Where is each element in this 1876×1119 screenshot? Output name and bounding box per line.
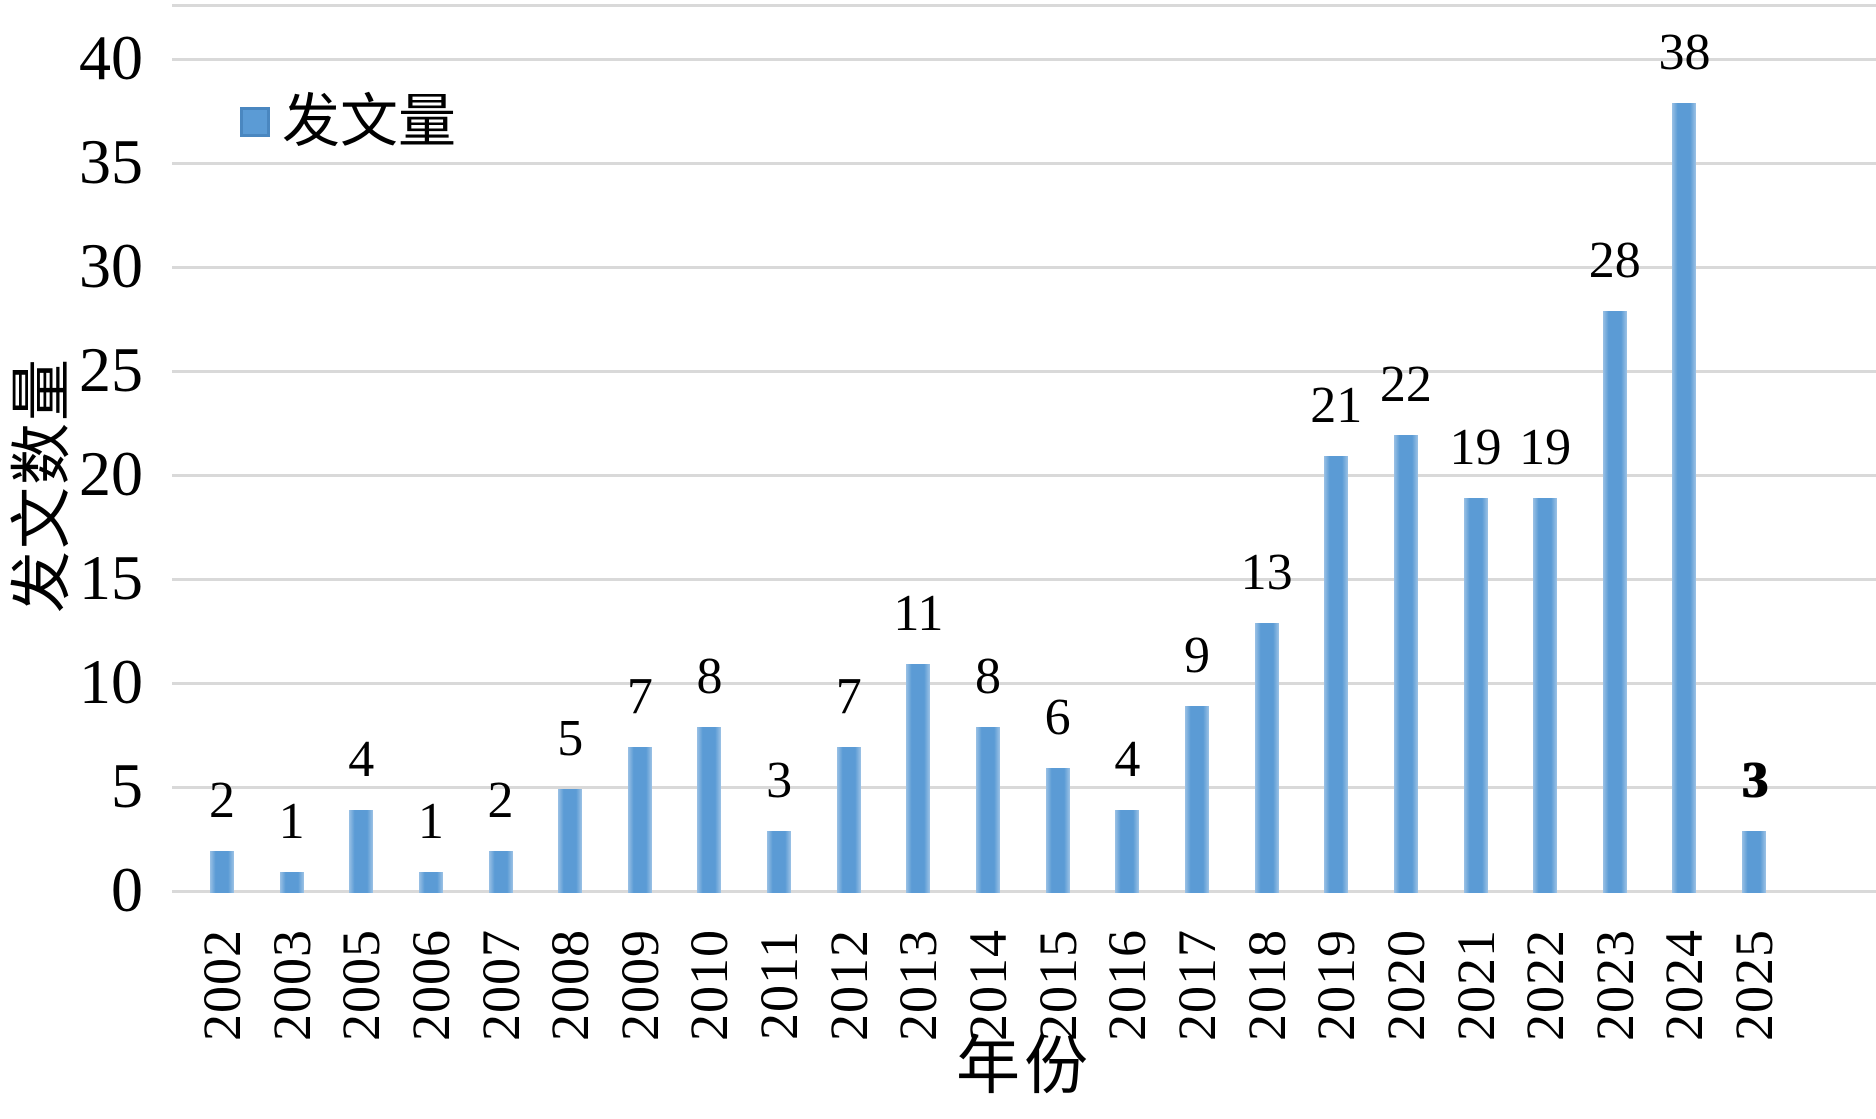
bar-value-label: 3: [766, 751, 793, 809]
bar: [210, 851, 234, 893]
bar: [1184, 705, 1209, 893]
y-tick-label: 40: [79, 22, 143, 93]
bar: [767, 830, 792, 893]
bar-value-label: 21: [1310, 377, 1363, 435]
bar: [836, 747, 861, 893]
bar: [418, 872, 443, 893]
bar-value-label: 11: [893, 585, 944, 643]
bar-value-label: 1: [278, 793, 305, 851]
y-tick-label: 25: [79, 334, 143, 405]
gridline: [172, 370, 1876, 373]
gridline: [172, 162, 1876, 165]
bar: [488, 851, 513, 893]
bar: [697, 726, 722, 893]
bar: [1602, 310, 1627, 893]
y-tick-label: 5: [111, 750, 143, 821]
bar-value-label: 13: [1240, 543, 1293, 601]
y-tick-label: 30: [79, 230, 143, 301]
bar-value-label: 6: [1044, 689, 1071, 747]
bar: [906, 664, 931, 893]
gridline: [172, 58, 1876, 61]
bar: [1324, 456, 1349, 893]
bar-value-label: 7: [835, 668, 862, 726]
y-tick-label: 0: [111, 854, 143, 925]
x-axis-title: 年份: [956, 1031, 1092, 1102]
bar-value-label: 19: [1519, 418, 1572, 476]
bar-value-label: 28: [1588, 231, 1641, 289]
bar-value-label: 3: [1741, 751, 1768, 809]
bar: [1742, 830, 1767, 893]
bar: [627, 747, 652, 893]
y-tick-label: 10: [79, 646, 143, 717]
bar-value-label: 38: [1658, 23, 1711, 81]
y-axis-ticks: 0 5 10 15 20 25 30 35 40: [0, 4, 150, 925]
bar-value-label: 4: [1114, 730, 1141, 788]
bar-value-label: 8: [975, 647, 1002, 705]
bar-value-label: 1: [417, 793, 444, 851]
bar: [558, 789, 583, 893]
bar: [1393, 435, 1418, 893]
bar: [279, 872, 304, 893]
gridline: [172, 786, 1876, 789]
bar: [976, 726, 1001, 893]
y-tick-label: 15: [79, 542, 143, 613]
gridline: [172, 890, 1876, 893]
gridline: [172, 474, 1876, 477]
bar-value-label: 5: [557, 710, 584, 767]
bar-value-label: 22: [1379, 356, 1432, 414]
gridline: [172, 578, 1876, 581]
bar: [1115, 809, 1140, 893]
bar: [1045, 768, 1070, 893]
bar: [1254, 622, 1279, 893]
bar: [349, 809, 374, 893]
legend: 发文量: [240, 90, 456, 154]
gridline: [172, 266, 1876, 269]
legend-series-label: 发文量: [282, 89, 457, 154]
bar-value-label: 2: [487, 772, 514, 830]
y-tick-label: 20: [79, 438, 143, 509]
bar-value-label: 19: [1449, 418, 1502, 476]
bar-value-label: 2: [209, 772, 235, 830]
gridline: [172, 682, 1876, 685]
bar: [1672, 102, 1697, 893]
bar-value-label: 7: [626, 668, 653, 726]
bar-value-label: 8: [696, 647, 723, 705]
plot-area: 2 1 4 1 2 5 7 8 3 7 11 8 6 4 9 13 21 22 19 19 28 38 3: [172, 4, 1876, 893]
y-tick-label: 35: [79, 126, 143, 197]
bar: [1463, 497, 1488, 893]
bar: [1533, 497, 1558, 893]
bar-value-label: 4: [348, 730, 375, 788]
legend-color-swatch: [240, 107, 270, 137]
bar-value-label: 9: [1183, 626, 1210, 684]
